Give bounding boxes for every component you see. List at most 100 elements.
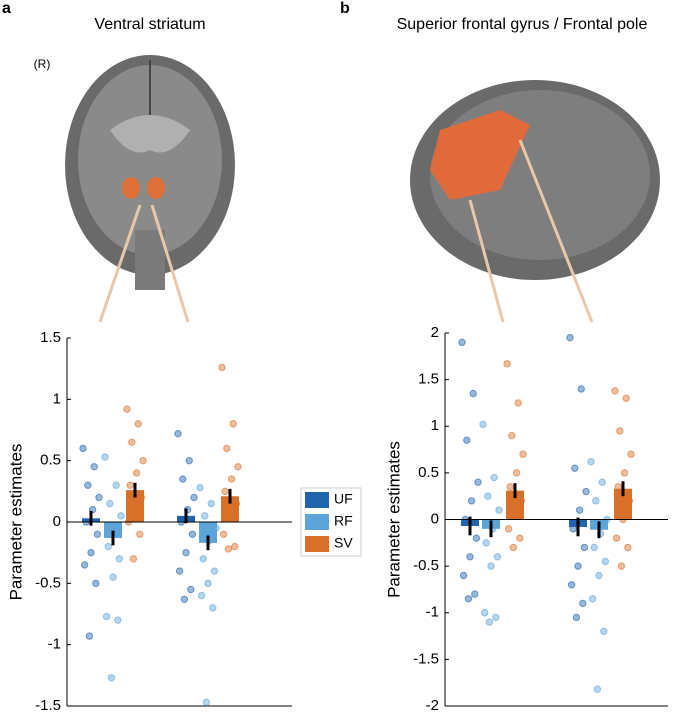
data-point [516,534,524,542]
panel-label: b [340,0,350,17]
data-point [600,627,608,636]
chart-title: Ventral striatum [94,16,205,33]
data-point [495,506,503,514]
data-point [196,483,204,492]
data-point [95,493,103,502]
y-tick-label: -2 [426,697,439,714]
data-point [185,456,193,465]
data-point [101,453,109,461]
data-point [182,548,190,557]
data-point [90,463,98,471]
data-point [519,450,527,458]
data-point [612,534,621,542]
data-point [115,555,124,563]
data-point [218,363,226,372]
legend-label: UF [334,491,353,507]
data-point [588,595,597,603]
legend-box [300,487,362,557]
data-point [93,530,102,538]
annotation: (R) [34,57,51,71]
data-point [80,561,89,569]
data-point [480,609,489,617]
data-point [202,698,211,707]
data-point [197,591,206,600]
data-point [102,612,111,621]
data-point [199,555,207,563]
bar [104,522,122,538]
bar [126,490,144,522]
data-point [624,543,632,552]
data-point [459,571,468,580]
data-point [566,333,574,342]
data-point [617,562,626,570]
brain-image-b [410,80,660,323]
data-point [464,595,473,603]
data-point [123,405,131,413]
y-tick-label: -1 [48,636,61,653]
bar [199,522,217,543]
data-point [467,497,476,505]
data-point [506,483,514,491]
data-point [592,497,600,505]
data-point [234,463,242,471]
data-point [209,604,217,612]
data-point [622,394,630,402]
y-axis-label: Parameter estimates [384,441,403,598]
legend-swatch [305,492,329,508]
data-point [190,493,198,502]
data-point [587,457,595,466]
y-tick-label: 0 [53,513,61,530]
y-tick-label: 0 [431,510,439,527]
data-point [188,530,197,538]
data-point [219,530,228,538]
y-tick-label: -1 [426,604,439,621]
y-tick-label: 2 [431,324,439,341]
data-point [575,506,584,514]
panel-label: a [2,0,11,17]
data-point [579,599,587,608]
data-point [223,444,231,453]
data-point [572,613,581,622]
data-point [504,525,513,533]
data-point [598,478,606,486]
data-point [231,542,239,551]
data-point [577,385,585,393]
data-point [471,590,479,598]
y-tick-label: -0.5 [413,557,439,574]
data-point [503,360,511,368]
data-point [204,579,212,588]
data-point [175,567,184,575]
data-point [221,487,229,496]
data-point [580,543,589,552]
data-point [512,469,521,477]
data-point [582,487,590,496]
data-point [210,567,219,575]
data-point [514,399,522,407]
bar [506,490,524,520]
data-point [463,436,471,444]
data-point [107,674,116,682]
data-point [224,545,233,553]
y-tick-label: -1.5 [35,697,61,714]
data-point [136,530,144,538]
data-point [620,469,629,477]
data-point [466,553,474,561]
data-point [112,481,120,489]
data-point [229,420,237,428]
data-point [484,492,492,500]
bar [221,496,239,522]
data-point [109,573,117,581]
data-point [611,387,619,395]
data-point [84,481,92,489]
data-point [207,499,215,508]
y-tick-label: 0.5 [40,452,61,469]
data-point [616,427,624,435]
data-point [485,618,494,626]
data-point [128,438,136,446]
data-point [472,534,481,542]
data-point [567,581,576,589]
data-point [139,456,147,465]
data-point [493,553,502,561]
data-point [132,469,141,477]
